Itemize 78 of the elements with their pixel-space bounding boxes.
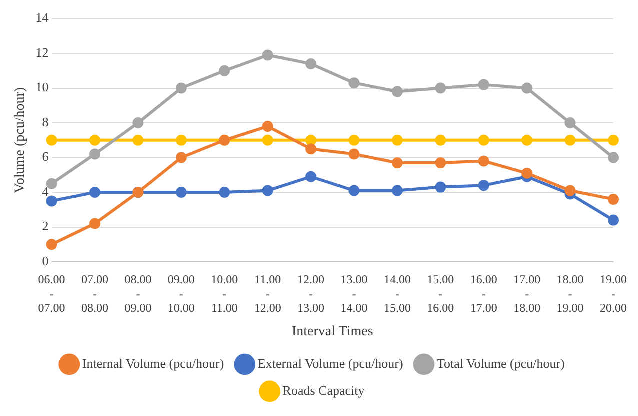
point — [176, 134, 187, 146]
point — [219, 187, 230, 198]
x-tick-label: 09.00 - 10.00 — [168, 272, 195, 316]
point — [46, 178, 58, 190]
legend-label: Roads Capacity — [282, 382, 366, 398]
legend-label: Internal Volume (pcu/hour) — [82, 356, 224, 371]
point — [392, 86, 403, 98]
point — [348, 185, 360, 196]
y-tick-label: 4 — [42, 184, 50, 199]
y-tick-label: 8 — [42, 114, 49, 130]
point — [348, 134, 360, 146]
point — [435, 82, 446, 94]
point — [564, 134, 576, 146]
y-tick-label: 14 — [36, 10, 50, 26]
x-tick-label: 07.00 - 08.00 — [82, 272, 109, 316]
x-tick-label: 11.00 - 12.00 — [254, 272, 282, 316]
point — [90, 148, 101, 160]
y-tick-label: 2 — [42, 218, 49, 234]
point — [478, 180, 490, 192]
point — [306, 58, 317, 70]
point — [306, 134, 317, 146]
point — [262, 50, 274, 61]
y-tick-label: 12 — [36, 44, 49, 60]
x-tick-label: 18.00 - 19.00 — [556, 272, 584, 316]
point — [262, 121, 274, 132]
point — [522, 168, 533, 179]
x-tick-label: 19.00 - 20.00 — [600, 272, 627, 316]
point — [46, 239, 58, 250]
point — [392, 157, 403, 168]
point — [132, 118, 144, 129]
point — [46, 196, 58, 207]
point — [176, 187, 187, 198]
x-tick-label: 06.00 - 07.00 — [38, 272, 66, 316]
point — [608, 134, 619, 146]
point — [608, 194, 619, 205]
point — [306, 171, 317, 182]
point — [564, 118, 576, 129]
point — [262, 134, 274, 146]
point — [90, 187, 101, 198]
point — [435, 182, 446, 193]
x-tick-label: 13.00 - 14.00 — [340, 272, 368, 316]
point — [435, 134, 446, 146]
x-tick-label: 08.00 - 09.00 — [124, 272, 152, 316]
point — [478, 79, 490, 90]
x-tick-label: 15.00 - 16.00 — [427, 272, 454, 316]
x-axis-title: Interval Times — [292, 324, 374, 340]
point — [435, 157, 446, 168]
point — [392, 185, 403, 196]
point — [348, 148, 360, 160]
y-tick-label: 6 — [42, 149, 50, 164]
point — [392, 134, 403, 146]
point — [522, 134, 533, 146]
y-tick-label: 0 — [42, 253, 49, 268]
point — [306, 144, 317, 155]
x-tick-label: 12.00 - 13.00 — [298, 272, 325, 316]
point — [262, 185, 274, 196]
point — [219, 65, 230, 76]
point — [564, 185, 576, 196]
point — [478, 156, 490, 167]
point — [132, 134, 144, 146]
legend-label: External Volume (pcu/hour) — [258, 356, 404, 371]
x-tick-label: 16.00 - 17.00 — [470, 272, 498, 316]
x-tick-label: 10.00 - 11.00 — [211, 272, 238, 316]
point — [46, 134, 58, 146]
point — [176, 152, 187, 164]
legend-label: Total Volume (pcu/hour) — [437, 356, 565, 371]
point — [478, 134, 490, 146]
point — [90, 134, 101, 146]
point — [608, 152, 619, 164]
point — [176, 82, 187, 94]
y-axis-title: Volume (pcu/hour) — [13, 87, 28, 194]
point — [522, 82, 533, 94]
point — [348, 78, 360, 89]
point — [90, 218, 101, 230]
x-tick-label: 17.00 - 18.00 — [514, 272, 541, 316]
point — [608, 214, 619, 226]
y-tick-label: 10 — [36, 80, 49, 95]
x-tick-label: 14.00 - 15.00 — [384, 272, 411, 316]
